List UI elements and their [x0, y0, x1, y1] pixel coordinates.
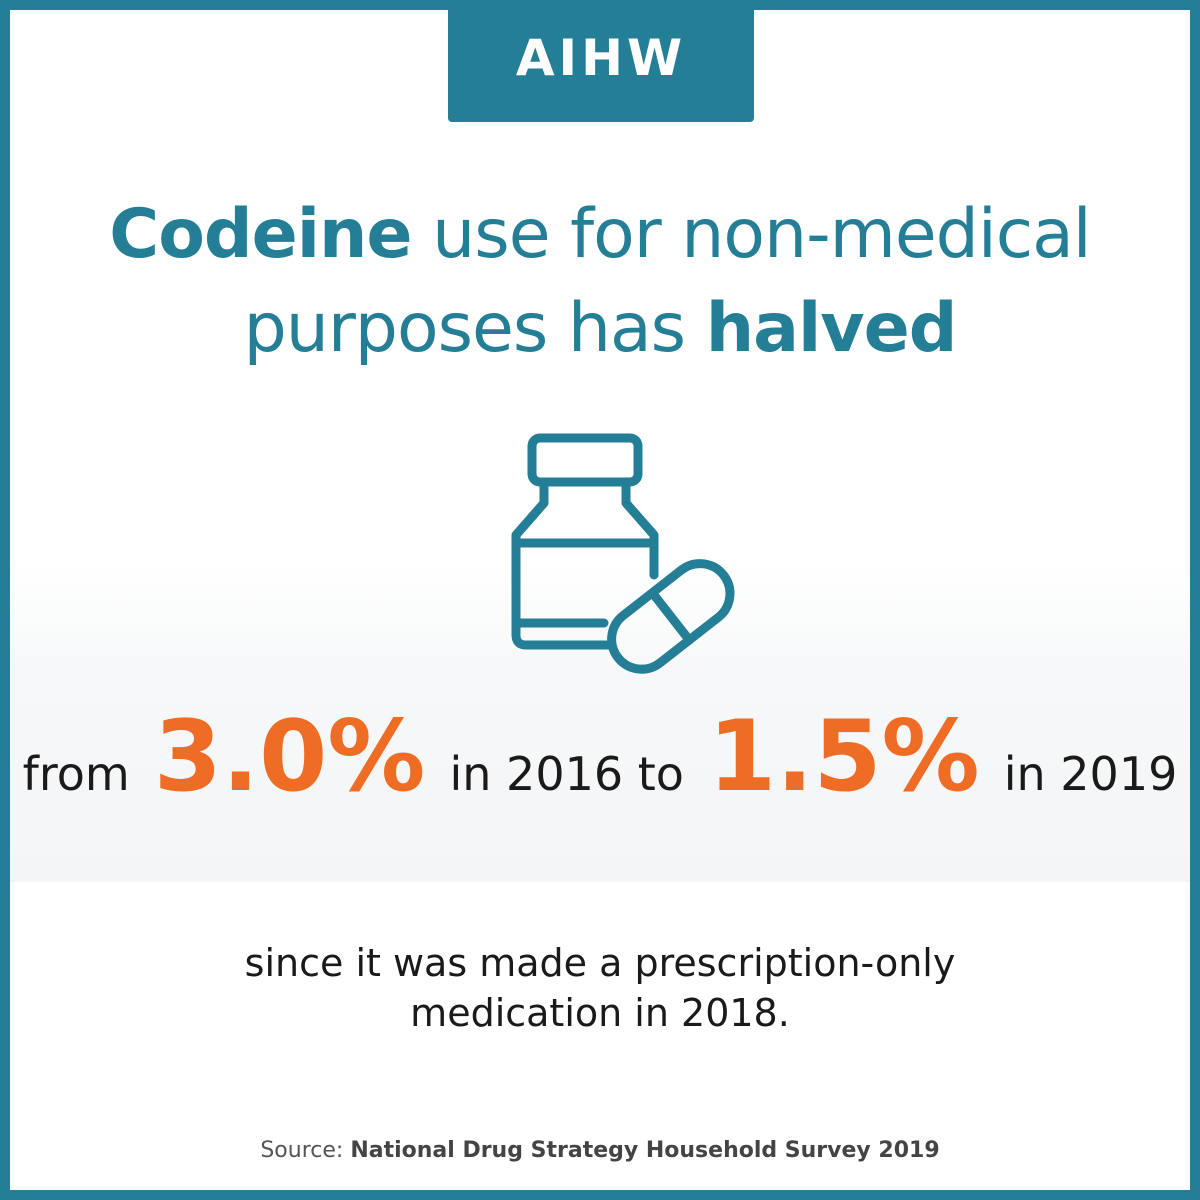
explanation-text: since it was made a prescription-only me… — [100, 938, 1100, 1038]
headline-line-1: Codeine use for non-medical — [20, 188, 1180, 282]
medicine-bottle-and-capsule-icon — [511, 433, 735, 674]
capsule-icon — [607, 559, 735, 674]
stat-suffix: in 2019 — [1003, 747, 1178, 801]
headline-line-2: purposes has halved — [20, 282, 1180, 376]
stat-value-2016: 3.0% — [153, 700, 426, 814]
stat-prefix: from — [22, 747, 130, 801]
capsule-divider — [647, 588, 694, 645]
logo-tab: AIHW — [448, 0, 754, 122]
headline-line-1-text: use for non-medical — [411, 195, 1092, 274]
stat-line: from 3.0% in 2016 to 1.5% in 2019 — [20, 700, 1180, 860]
stat-middle: in 2016 to — [449, 747, 684, 801]
headline-emphasis-word: halved — [705, 289, 958, 368]
aihw-logo: AIHW — [515, 29, 687, 87]
bottle-left-body — [511, 477, 613, 650]
stat-band — [10, 560, 1190, 882]
headline-bold-word: Codeine — [109, 195, 412, 274]
explanation-line-2: medication in 2018. — [410, 991, 790, 1035]
source-label: Source: — [260, 1138, 351, 1163]
headline: Codeine use for non-medical purposes has… — [20, 188, 1180, 376]
source-title: National Drug Strategy Household Survey … — [350, 1138, 940, 1163]
source-citation: Source: National Drug Strategy Household… — [20, 1138, 1180, 1163]
bottle-right-body — [621, 477, 659, 580]
bottle-cap — [527, 433, 643, 487]
headline-line-2-text: purposes has — [243, 289, 706, 368]
explanation-line-1: since it was made a prescription-only — [244, 941, 956, 985]
stat-value-2019: 1.5% — [707, 700, 980, 814]
